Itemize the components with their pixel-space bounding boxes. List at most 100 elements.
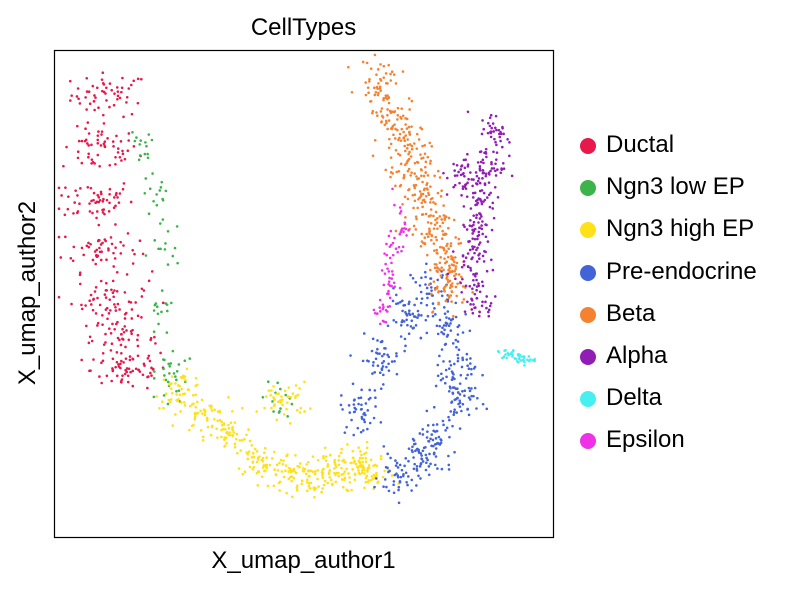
- data-point: [447, 317, 451, 320]
- data-point: [390, 360, 394, 363]
- data-point: [120, 332, 123, 336]
- data-point: [366, 480, 370, 484]
- data-point: [276, 381, 279, 385]
- data-point: [101, 351, 105, 355]
- data-point: [401, 245, 405, 249]
- data-point: [352, 433, 355, 437]
- x-axis-label: X_umap_author1: [211, 547, 396, 574]
- data-point: [88, 335, 92, 339]
- data-point: [425, 461, 428, 465]
- data-point: [461, 331, 465, 334]
- data-point: [96, 296, 99, 300]
- data-point: [227, 427, 231, 430]
- data-point: [384, 94, 388, 97]
- data-point: [390, 70, 394, 74]
- data-point: [432, 227, 436, 230]
- data-point: [453, 377, 456, 381]
- data-point: [78, 202, 81, 206]
- data-point: [235, 432, 239, 436]
- data-point: [118, 308, 121, 311]
- data-point: [475, 174, 479, 178]
- data-point: [493, 295, 497, 298]
- data-point: [388, 109, 392, 113]
- data-point: [482, 171, 486, 175]
- data-point: [451, 282, 454, 285]
- data-point: [419, 194, 423, 198]
- data-point: [394, 320, 398, 324]
- data-point: [400, 127, 404, 131]
- data-point: [151, 172, 154, 175]
- data-point: [120, 380, 123, 384]
- data-point: [342, 472, 345, 476]
- data-point: [101, 81, 105, 85]
- data-point: [371, 337, 375, 341]
- data-point: [57, 295, 61, 299]
- data-point: [85, 108, 88, 111]
- data-point: [468, 284, 472, 288]
- data-point: [383, 252, 386, 255]
- data-point: [389, 79, 393, 82]
- data-point: [163, 374, 166, 377]
- data-point: [129, 83, 133, 87]
- data-point: [76, 194, 79, 197]
- data-point: [427, 440, 431, 443]
- legend-label: Beta: [606, 299, 656, 327]
- data-point: [466, 373, 469, 377]
- data-point: [445, 244, 448, 248]
- data-point: [143, 191, 147, 195]
- data-point: [76, 211, 79, 215]
- data-point: [89, 303, 93, 306]
- data-point: [408, 108, 411, 111]
- data-point: [68, 79, 72, 83]
- data-point: [222, 422, 226, 425]
- data-point: [162, 378, 166, 382]
- data-point: [84, 96, 87, 99]
- data-point: [133, 252, 136, 256]
- data-point: [112, 145, 115, 148]
- data-point: [124, 345, 127, 349]
- data-point: [387, 489, 391, 493]
- data-point: [225, 441, 228, 445]
- data-point: [347, 65, 350, 69]
- data-point: [405, 146, 409, 150]
- data-point: [459, 173, 463, 177]
- data-point: [414, 324, 418, 327]
- data-point: [169, 362, 173, 365]
- data-point: [180, 387, 183, 391]
- data-point: [456, 282, 459, 285]
- data-point: [216, 436, 219, 439]
- data-point: [264, 469, 267, 472]
- data-point: [193, 417, 197, 421]
- data-point: [435, 221, 439, 224]
- data-point: [476, 161, 480, 164]
- data-point: [350, 488, 353, 492]
- data-point: [484, 172, 488, 176]
- data-point: [499, 171, 503, 175]
- data-point: [357, 459, 361, 463]
- data-point: [415, 132, 419, 136]
- data-point: [395, 170, 399, 174]
- data-point: [487, 193, 491, 197]
- data-point: [478, 290, 482, 294]
- data-point: [426, 430, 429, 433]
- data-point: [361, 60, 365, 64]
- data-point: [468, 248, 472, 252]
- data-point: [98, 164, 101, 168]
- legend-item-ngn3-low-ep: Ngn3 low EP: [580, 171, 757, 213]
- data-point: [130, 112, 134, 116]
- data-point: [363, 472, 366, 475]
- data-point: [279, 387, 282, 391]
- data-point: [146, 152, 149, 156]
- legend-item-delta: Delta: [580, 382, 757, 424]
- data-point: [90, 199, 93, 203]
- data-point: [425, 456, 428, 460]
- data-point: [138, 143, 142, 146]
- data-point: [96, 134, 100, 137]
- data-point: [380, 269, 384, 272]
- data-point: [485, 295, 488, 298]
- data-point: [408, 131, 411, 135]
- data-point: [108, 82, 112, 85]
- data-point: [376, 480, 380, 484]
- data-point: [407, 188, 410, 192]
